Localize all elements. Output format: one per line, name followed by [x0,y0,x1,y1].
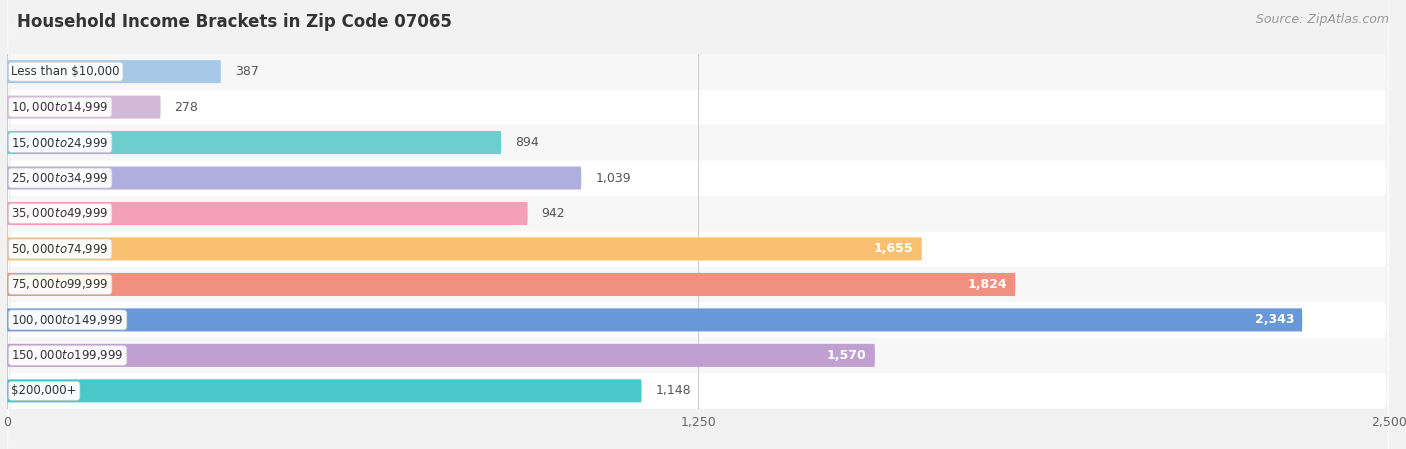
FancyBboxPatch shape [7,128,502,157]
Text: $150,000 to $199,999: $150,000 to $199,999 [11,348,124,362]
Text: Source: ZipAtlas.com: Source: ZipAtlas.com [1256,13,1389,26]
FancyBboxPatch shape [7,0,1389,449]
FancyBboxPatch shape [7,270,1015,299]
Text: 387: 387 [235,65,259,78]
FancyBboxPatch shape [7,199,527,228]
Text: 278: 278 [174,101,198,114]
FancyBboxPatch shape [7,93,160,121]
Text: 942: 942 [541,207,565,220]
Text: $200,000+: $200,000+ [11,384,77,397]
Text: 1,570: 1,570 [827,349,866,362]
FancyBboxPatch shape [7,377,641,405]
FancyBboxPatch shape [7,0,1389,409]
FancyBboxPatch shape [7,89,1389,449]
FancyBboxPatch shape [7,0,1389,338]
Text: $15,000 to $24,999: $15,000 to $24,999 [11,136,108,150]
FancyBboxPatch shape [7,57,221,86]
FancyBboxPatch shape [7,0,1389,449]
Text: 894: 894 [515,136,538,149]
Text: $25,000 to $34,999: $25,000 to $34,999 [11,171,108,185]
Text: Household Income Brackets in Zip Code 07065: Household Income Brackets in Zip Code 07… [17,13,451,31]
Text: 1,824: 1,824 [967,278,1007,291]
FancyBboxPatch shape [7,0,1389,373]
FancyBboxPatch shape [7,18,1389,449]
FancyBboxPatch shape [7,235,922,263]
Text: $35,000 to $49,999: $35,000 to $49,999 [11,207,108,220]
FancyBboxPatch shape [7,18,1389,449]
Text: $10,000 to $14,999: $10,000 to $14,999 [11,100,108,114]
FancyBboxPatch shape [7,0,1389,338]
Text: 2,343: 2,343 [1254,313,1294,326]
FancyBboxPatch shape [7,54,1389,449]
Text: $75,000 to $99,999: $75,000 to $99,999 [11,277,108,291]
Text: Less than $10,000: Less than $10,000 [11,65,120,78]
FancyBboxPatch shape [7,306,1302,334]
Text: $100,000 to $149,999: $100,000 to $149,999 [11,313,124,327]
Text: $50,000 to $74,999: $50,000 to $74,999 [11,242,108,256]
Text: 1,148: 1,148 [655,384,692,397]
Text: 1,655: 1,655 [875,242,914,255]
Text: 1,039: 1,039 [595,172,631,185]
FancyBboxPatch shape [7,164,582,192]
FancyBboxPatch shape [7,341,875,370]
FancyBboxPatch shape [7,0,1389,444]
FancyBboxPatch shape [7,0,1389,409]
FancyBboxPatch shape [7,89,1389,449]
FancyBboxPatch shape [7,125,1389,449]
FancyBboxPatch shape [7,0,1389,449]
